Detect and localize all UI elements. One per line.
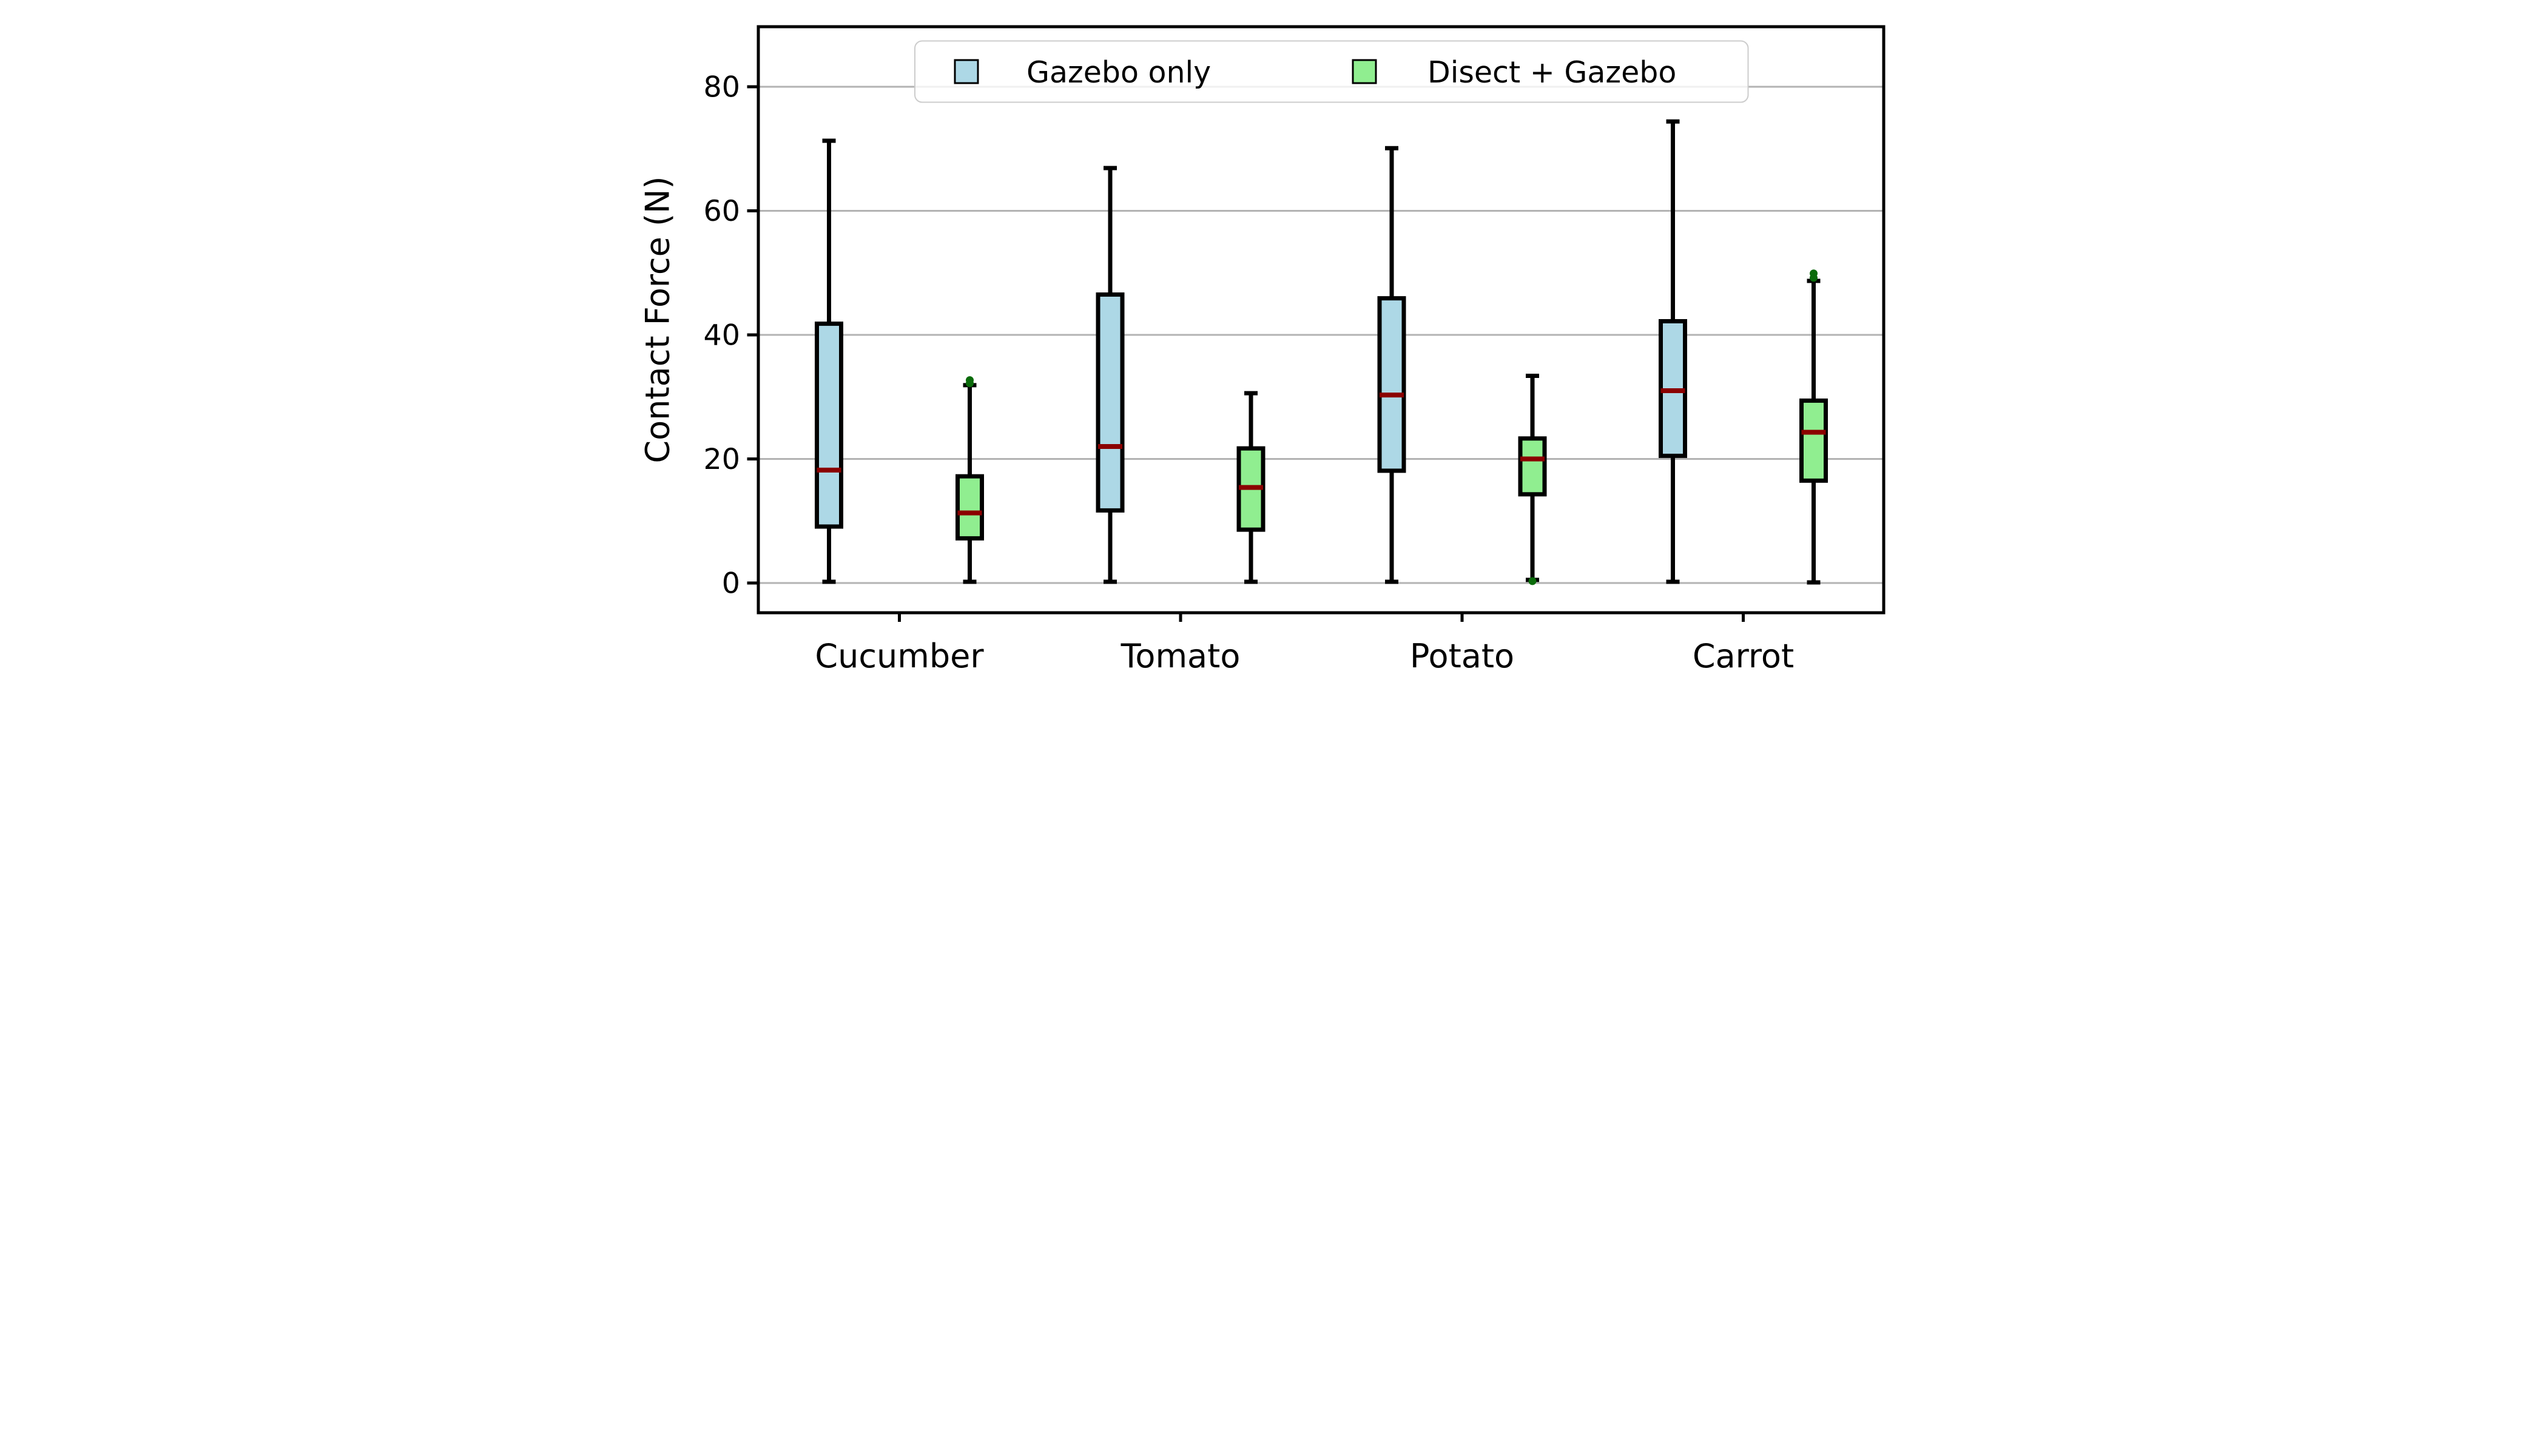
iqr-box-disect-gazebo-carrot [1799, 398, 1828, 483]
box-disect-gazebo-cucumber [956, 376, 984, 584]
iqr-box-gazebo-only-tomato [1096, 292, 1125, 513]
outlier-disect-gazebo-potato-0 [1528, 577, 1537, 585]
ytick-40: 40 [704, 319, 740, 352]
ytick-80: 80 [704, 71, 740, 104]
iqr-box-gazebo-only-potato [1377, 296, 1406, 473]
outlier-disect-gazebo-cucumber-1 [966, 376, 974, 385]
box-gazebo-only-tomato [1096, 166, 1125, 584]
legend-swatch-gazebo-only [954, 59, 979, 84]
legend-swatch-disect-gazebo [1352, 59, 1377, 84]
contact-force-boxplot-svg: 0 20 40 60 80 Contact Force (N) Cucumber… [639, 25, 1886, 675]
legend-label-gazebo-only: Gazebo only [1026, 55, 1211, 90]
boxplot-figure: 0 20 40 60 80 Contact Force (N) Cucumber… [637, 0, 1911, 728]
box-disect-gazebo-carrot [1799, 269, 1828, 585]
xcat-cucumber: Cucumber [815, 637, 984, 675]
iqr-box-gazebo-only-cucumber [815, 322, 843, 529]
xcat-tomato: Tomato [1121, 637, 1241, 675]
y-axis-label: Contact Force (N) [639, 176, 677, 463]
outlier-disect-gazebo-carrot-1 [1810, 269, 1818, 278]
plot-frame [757, 25, 1886, 615]
boxes-layer [815, 119, 1828, 585]
xcat-potato: Potato [1410, 637, 1514, 675]
box-disect-gazebo-potato [1518, 373, 1547, 585]
legend-label-disect-gazebo: Disect + Gazebo [1427, 55, 1676, 90]
box-gazebo-only-potato [1377, 146, 1406, 584]
ytick-0: 0 [722, 567, 740, 601]
y-axis-tick-labels: 0 20 40 60 80 [704, 71, 740, 601]
ytick-60: 60 [704, 195, 740, 228]
ytick-20: 20 [704, 443, 740, 476]
x-axis-category-labels: Cucumber Tomato Potato Carrot [815, 637, 1794, 675]
legend-box [914, 40, 1749, 103]
box-gazebo-only-cucumber [815, 138, 843, 584]
box-disect-gazebo-tomato [1236, 391, 1266, 584]
gridlines-layer [747, 85, 1884, 622]
iqr-box-disect-gazebo-potato [1518, 436, 1547, 497]
box-gazebo-only-carrot [1659, 119, 1687, 584]
legend: Gazebo only Disect + Gazebo [914, 40, 1749, 103]
iqr-box-disect-gazebo-cucumber [956, 474, 984, 541]
xcat-carrot: Carrot [1693, 637, 1794, 675]
